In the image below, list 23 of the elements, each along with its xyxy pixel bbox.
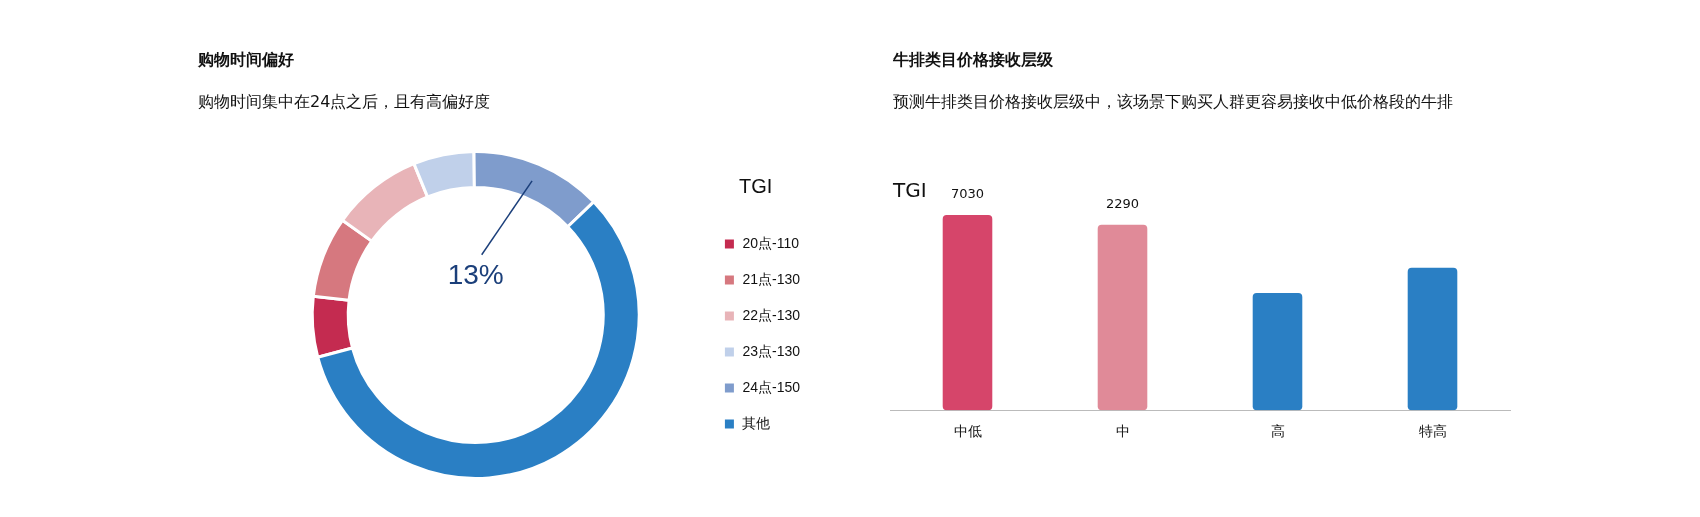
chart-title: 购物时间偏好: [198, 50, 294, 71]
bar: [1252, 293, 1303, 411]
legend-title: TGI: [739, 174, 773, 197]
y-axis-title: TGI: [893, 178, 927, 202]
x-tick-label: 中低: [953, 423, 982, 440]
chart-title: 牛排类目价格接收层级: [893, 50, 1053, 71]
x-tick-label: 中: [1115, 423, 1130, 440]
x-tick-label: 特高: [1418, 423, 1447, 440]
legend-label: 22点-130: [742, 306, 801, 323]
legend-label: 其他: [742, 414, 771, 431]
annotation: 2290: [1105, 195, 1140, 211]
annotation: 7030: [950, 185, 985, 201]
legend-label: 23点-130: [742, 342, 801, 359]
data-label: 13%: [447, 259, 504, 291]
bar: [1407, 267, 1458, 411]
bar: [942, 215, 993, 411]
legend-label: 24点-150: [742, 378, 801, 395]
legend-label: 21点-130: [742, 270, 801, 287]
bar: [1097, 224, 1148, 411]
chart-subtitle: 购物时间集中在24点之后，且有高偏好度: [198, 91, 492, 113]
chart-subtitle: 预测牛排类目价格接收层级中，该场景下购买人群更容易接收中低价格段的牛排: [893, 91, 1454, 113]
legend-label: 20点-110: [742, 234, 800, 251]
x-tick-label: 高: [1270, 423, 1285, 440]
